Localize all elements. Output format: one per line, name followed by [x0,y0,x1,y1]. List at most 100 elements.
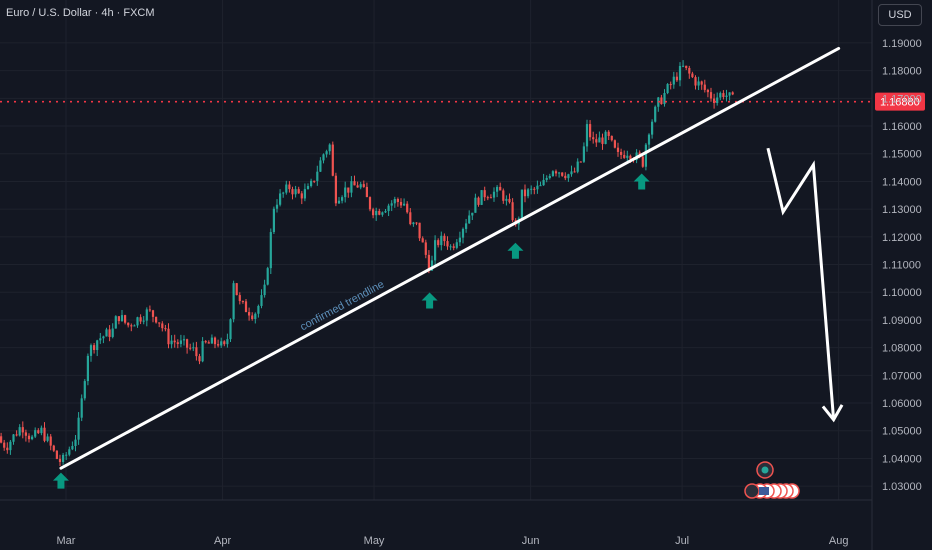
candle-body [533,188,536,190]
candle-body [260,295,263,306]
candle-body [71,446,74,450]
candle-body [133,325,136,327]
candle-body [167,328,170,345]
candle-body [678,66,682,81]
current-price-line: 1.16880 [0,92,925,111]
candle-body [406,203,409,213]
candle-body [719,93,722,98]
candle-body [170,340,173,345]
candle-body [387,205,390,212]
candle-body [731,92,734,95]
candle-body [477,197,480,205]
candle-body [356,185,359,188]
candle-body [108,329,111,337]
candle-body [440,235,443,246]
candle-body [34,430,37,437]
candle-body [713,98,716,104]
candle-body [251,315,254,319]
candle-body [18,427,21,436]
candle-body [46,436,49,441]
candle-body [483,190,486,198]
candle-body [223,341,226,345]
candle-body [585,124,589,147]
event-markers[interactable] [744,461,800,499]
candle-body [654,106,657,122]
candle-body [303,189,306,199]
candle-body [430,260,434,271]
candle-body [232,283,235,320]
y-tick-label: 1.10000 [882,287,922,299]
candle-body [651,121,654,135]
candle-body [337,200,341,204]
candle-body [496,186,499,192]
candle-body [626,155,629,158]
candle-body [558,172,561,174]
candle-body [511,202,514,221]
candle-body [527,189,530,197]
candle-body [368,197,372,210]
candle-body [111,328,114,337]
candle-body [427,254,430,271]
candle-body [607,131,610,136]
candle-body [77,417,80,440]
candle-body [548,176,551,178]
candle-body [620,151,623,155]
candle-body [96,340,99,351]
candle-body [412,222,415,225]
candle-body [551,171,554,177]
candle-body [62,454,65,463]
candle-body [341,197,344,201]
candle-body [452,246,455,248]
candle-body [728,92,731,96]
candle-body [151,310,155,317]
candle-body [145,309,148,321]
candle-body [455,242,458,248]
y-tick-label: 1.03000 [882,481,922,493]
projection-path[interactable] [766,147,836,420]
event-flag-icon[interactable] [744,483,760,499]
trendline[interactable] [59,46,841,470]
candle-body [616,147,620,152]
y-tick-label: 1.19000 [882,38,922,50]
candle-body [604,131,607,144]
candle-body [217,344,220,346]
y-tick-label: 1.09000 [882,315,922,327]
candle-body [697,81,700,86]
candle-body [365,186,368,198]
candle-body [461,228,465,238]
candle-body [99,338,102,341]
candle-body [663,93,666,105]
candle-body [322,154,325,161]
candle-body [458,237,461,243]
candle-body [623,154,626,158]
candle-body [375,210,378,216]
candle-body [120,315,124,322]
candle-body [102,336,105,339]
candle-body [27,435,31,440]
candle-body [306,186,310,190]
candle-body [437,240,440,246]
candle-body [567,174,570,179]
candle-body [579,161,582,163]
candle-body [595,139,598,143]
candle-body [15,434,18,436]
candle-body [158,322,161,324]
x-tick-label: Aug [829,535,849,547]
y-tick-label: 1.06000 [882,398,922,410]
x-tick-label: Jun [522,535,540,547]
candle-body [424,242,427,255]
candle-body [6,447,9,451]
candle-body [396,198,399,202]
candle-body [499,186,502,191]
candle-body [722,93,725,97]
candle-body [241,301,244,303]
projection-arrowhead [821,404,844,423]
candle-body [142,320,145,322]
candle-body [691,73,694,78]
candle-body [613,140,616,148]
currency-button[interactable]: USD [878,4,922,26]
